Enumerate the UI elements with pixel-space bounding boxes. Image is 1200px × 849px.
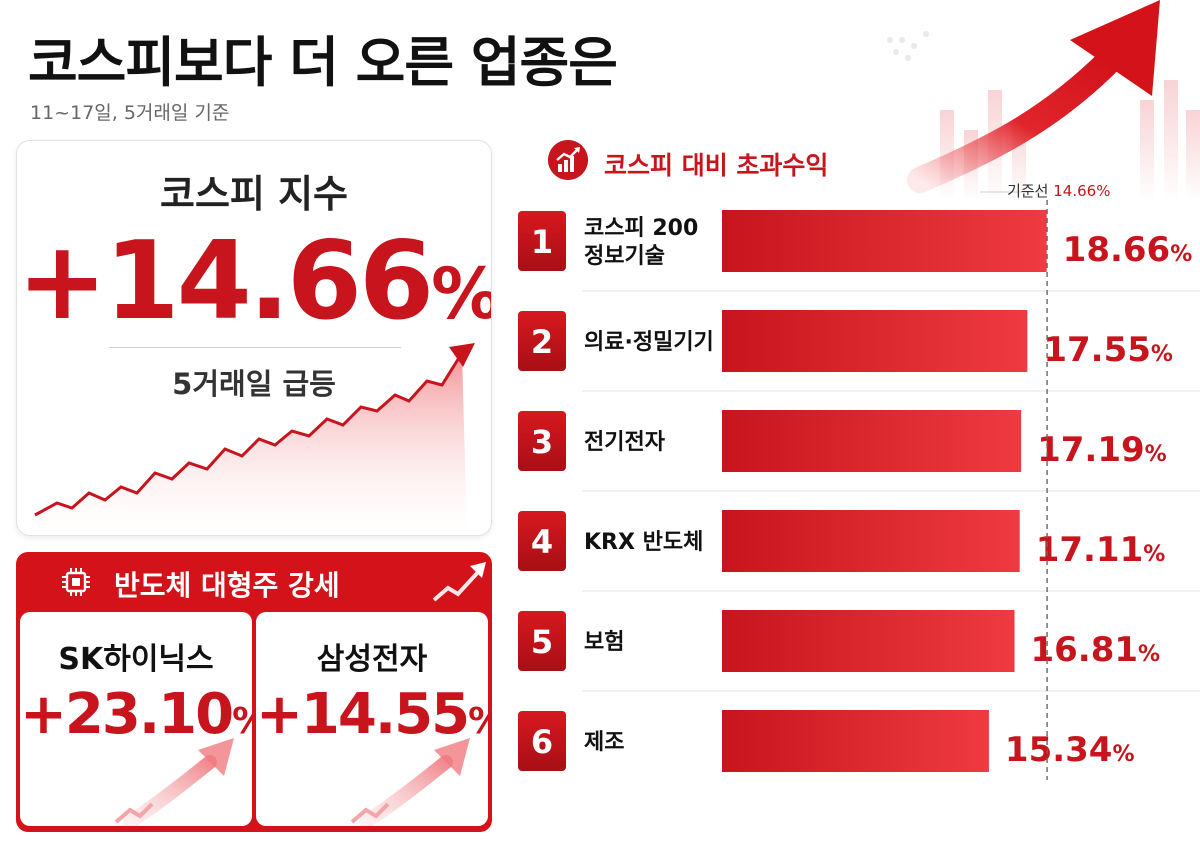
kospi-divider xyxy=(109,347,401,348)
stock-change-value: +14.55% xyxy=(256,682,488,747)
stock-change-unit: % xyxy=(468,701,488,742)
stock-name: 삼성전자 xyxy=(316,642,428,677)
semiconductor-section: 반도체 대형주 강세 SK하이닉스 +23.10% 삼성전자 +14.55% xyxy=(16,552,492,832)
bar xyxy=(722,210,1047,272)
data-label: 16.81% xyxy=(1030,630,1160,670)
category-label: 전기전자 xyxy=(584,430,666,455)
stock-change-number: +23.10 xyxy=(20,682,234,747)
bar xyxy=(722,310,1028,372)
bar xyxy=(722,610,1015,672)
category-label: 제조 xyxy=(584,730,624,755)
rank-number: 6 xyxy=(531,723,553,761)
kospi-index-card: 코스피 지수 +14.66% 5거래일 급등 xyxy=(16,140,492,536)
stock-card-samsung: 삼성전자 +14.55% xyxy=(256,612,488,826)
stock-change-number: +14.55 xyxy=(256,682,470,747)
kospi-index-label: 코스피 지수 xyxy=(159,172,349,216)
stock-change-value: +23.10% xyxy=(20,682,252,747)
kospi-index-unit: % xyxy=(431,253,492,335)
background-arrow-decoration xyxy=(887,0,1200,200)
kospi-trend-line-icon xyxy=(34,343,475,535)
category-label: 코스피 200 정보기술 xyxy=(584,216,698,269)
data-label: 17.55% xyxy=(1043,330,1173,370)
rank-number: 5 xyxy=(531,623,553,661)
chip-icon xyxy=(62,568,90,596)
data-label: 17.11% xyxy=(1036,530,1166,570)
kospi-index-number: +14.66 xyxy=(17,219,434,344)
page-subtitle: 11~17일, 5거래일 기준 xyxy=(30,102,230,124)
trend-up-arrow-icon xyxy=(114,738,234,826)
rank-badge xyxy=(518,211,566,271)
data-label: 17.19% xyxy=(1037,430,1167,470)
stock-card-sk-hynix: SK하이닉스 +23.10% xyxy=(20,612,252,826)
chart-row: 2 의료·정밀기기 17.55% xyxy=(518,310,1200,392)
rank-badge xyxy=(518,311,566,371)
chart-row: 4 KRX 반도체 17.11% xyxy=(518,510,1200,592)
bar xyxy=(722,410,1022,472)
kospi-index-value: +14.66% xyxy=(17,219,491,344)
trend-up-icon xyxy=(432,562,486,602)
rank-badge xyxy=(518,611,566,671)
chart-title: 코스피 대비 초과수익 xyxy=(604,151,829,180)
semiconductor-header: 반도체 대형주 강세 xyxy=(16,552,492,614)
rank-number: 2 xyxy=(531,323,553,361)
chart-row: 6 제조 15.34% xyxy=(518,710,1135,772)
chart-row: 3 전기전자 17.19% xyxy=(518,410,1200,492)
data-label: 18.66% xyxy=(1063,230,1193,270)
chart-row: 5 보험 16.81% xyxy=(518,610,1200,692)
category-label: KRX 반도체 xyxy=(584,530,703,555)
bar xyxy=(722,510,1020,572)
reference-label: 기준선 14.66% xyxy=(1007,182,1110,200)
rank-number: 4 xyxy=(531,523,553,561)
excess-return-bar-chart: 1 코스피 200 정보기술 18.66% 2 의료·정밀기기 17.55% 3 전기전자 17.… xyxy=(518,182,1200,780)
page-title: 코스피보다 더 오른 업종은 xyxy=(28,31,618,94)
data-label: 15.34% xyxy=(1005,730,1135,770)
bar xyxy=(722,710,989,772)
semiconductor-title: 반도체 대형주 강세 xyxy=(114,569,340,602)
category-label: 보험 xyxy=(584,629,624,655)
rank-number: 3 xyxy=(531,423,553,461)
trend-up-arrow-icon xyxy=(350,738,470,826)
category-label: 의료·정밀기기 xyxy=(584,330,714,355)
rank-badge xyxy=(518,511,566,571)
chart-growth-icon xyxy=(548,140,588,180)
kospi-index-note: 5거래일 급등 xyxy=(172,367,336,401)
rank-badge xyxy=(518,711,566,771)
chart-row: 1 코스피 200 정보기술 18.66% xyxy=(518,210,1200,292)
rank-badge xyxy=(518,411,566,471)
rank-number: 1 xyxy=(531,223,553,261)
stock-change-unit: % xyxy=(232,701,252,742)
stock-name: SK하이닉스 xyxy=(58,642,214,677)
